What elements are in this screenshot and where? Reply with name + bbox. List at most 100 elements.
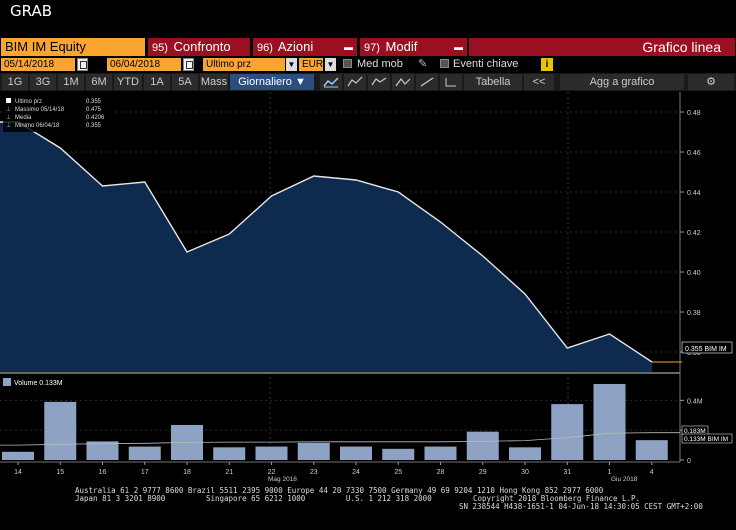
tab-number: 97): [364, 42, 380, 54]
footer-contacts-2: Japan 81 3 3201 8900 Singapore 65 6212 1…: [75, 494, 432, 503]
chevron-down-icon[interactable]: ▼: [325, 58, 336, 71]
drawing-tool-icon[interactable]: [416, 74, 438, 90]
month-label-may: Mag 2018: [268, 476, 297, 483]
bar-chart-icon[interactable]: [368, 74, 390, 90]
month-label-june: Giu 2018: [611, 476, 638, 483]
legend-label: Ultimo prz: [15, 99, 42, 105]
med-mob-checkbox[interactable]: [343, 59, 352, 68]
dropdown-caret-icon: ▬: [344, 42, 353, 52]
start-date-field[interactable]: 05/14/2018: [1, 58, 75, 71]
volume-bar: [509, 447, 541, 460]
y-tick-label: 0.44: [687, 190, 701, 197]
price-field-select[interactable]: Ultimo prz: [203, 58, 285, 71]
volume-tag-box: [681, 433, 733, 444]
tab-modif[interactable]: 97) Modif ▬: [360, 38, 467, 56]
period-ytd[interactable]: YTD: [114, 74, 142, 90]
view-title: Grafico linea: [469, 38, 735, 56]
line-chart-icon-svg: [323, 77, 339, 88]
x-tick-label: 17: [141, 469, 149, 476]
period-1g[interactable]: 1G: [2, 74, 28, 90]
volume-bar: [424, 446, 457, 460]
calendar-icon[interactable]: [77, 58, 88, 71]
price-axis: 0.48 0.46 0.44 0.42 0.40 0.38 0.36: [679, 92, 701, 462]
tabella-button[interactable]: Tabella: [464, 74, 522, 90]
tab-confronto[interactable]: 95) Confronto: [148, 38, 250, 56]
legend-label: Massimo 05/14/18: [15, 107, 65, 113]
pencil-icon[interactable]: ✎: [418, 58, 428, 70]
x-tick-label: 15: [56, 469, 64, 476]
x-tick-label: 14: [14, 469, 22, 476]
x-tick-label: 4: [650, 469, 654, 476]
tab-number: 96): [257, 42, 273, 54]
volume-legend: Volume 0.133M: [14, 380, 63, 387]
y-tick-label: 0.46: [687, 150, 701, 157]
price-area: [0, 122, 652, 372]
legend-swatch: [6, 98, 11, 103]
period-mass[interactable]: Mass: [200, 74, 228, 90]
tab-label: Modif: [385, 39, 418, 54]
x-tick-label: 31: [563, 469, 571, 476]
price-line: [0, 121, 653, 363]
currency-select[interactable]: EUR: [299, 58, 323, 71]
x-tick-label: 1: [608, 469, 612, 476]
tab-number: 95): [152, 42, 168, 54]
legend-label: Minimo 06/04/18: [15, 123, 60, 129]
add-chart-button[interactable]: Agg a grafico: [560, 74, 684, 90]
y-tick-label: 0.42: [687, 230, 701, 237]
dropdown-caret-icon: ▬: [454, 42, 463, 52]
ticker-field[interactable]: BIM IM Equity: [1, 38, 145, 56]
x-tick-label: 28: [437, 469, 445, 476]
volume-bar: [255, 446, 288, 460]
x-axis: 14 15 16 17 18 21 22 23 24 25 28 29 30 31 1 4: [0, 461, 680, 476]
volume-bar: [593, 383, 626, 460]
med-mob-label: Med mob: [357, 58, 403, 70]
candle-chart-icon[interactable]: [392, 74, 414, 90]
frequency-select[interactable]: Giornaliero ▼: [230, 74, 314, 90]
tab-azioni[interactable]: 96) Azioni ▬: [253, 38, 357, 56]
footer-copyright: Copyright 2018 Bloomberg Finance L.P.: [473, 494, 641, 503]
legend: Ultimo prz 0.355 ⊥ Massimo 05/14/18 0.475 ⊥ Me…: [6, 98, 105, 129]
y-tick-label: 0.38: [687, 310, 701, 317]
eventi-checkbox[interactable]: [440, 59, 449, 68]
volume-bar: [466, 431, 499, 460]
tab-label: Confronto: [173, 39, 231, 54]
info-icon[interactable]: i: [541, 58, 553, 71]
period-5a[interactable]: 5A: [172, 74, 198, 90]
tab-label: Azioni: [277, 39, 314, 54]
price-tag: 0.355 BIM IM: [685, 346, 727, 353]
period-1m[interactable]: 1M: [58, 74, 84, 90]
window-title: GRAB: [10, 2, 52, 20]
volume-bar: [128, 446, 161, 460]
calendar-icon[interactable]: [183, 58, 194, 71]
y-tick-label: 0.36: [687, 350, 701, 357]
volume-bar: [382, 448, 415, 460]
chevron-down-icon[interactable]: ▼: [286, 58, 297, 71]
volume-bar: [213, 447, 246, 460]
legend-label: Media: [15, 115, 32, 121]
x-tick-label: 18: [183, 469, 191, 476]
volume-bar: [297, 442, 330, 460]
annotation-icon[interactable]: [440, 74, 462, 90]
period-6m[interactable]: 6M: [86, 74, 112, 90]
x-tick-label: 23: [310, 469, 318, 476]
collapse-button[interactable]: <<: [524, 74, 554, 90]
price-volume-chart[interactable]: 0.48 0.46 0.44 0.42 0.40 0.38 0.36 0.355 BIM I…: [0, 92, 736, 484]
volume-bar: [44, 401, 77, 460]
gear-icon[interactable]: ⚙: [688, 74, 734, 90]
period-1a[interactable]: 1A: [144, 74, 170, 90]
volume-bars: [2, 383, 668, 460]
x-tick-label: 24: [352, 469, 360, 476]
y-tick-label: 0.48: [687, 110, 701, 117]
x-tick-label: 21: [225, 469, 233, 476]
footer-session: SN 238544 H438-1651-1 04-Jun-18 14:30:05…: [459, 502, 703, 511]
volume-bar: [635, 440, 668, 460]
y-tick-label: 0: [687, 458, 691, 465]
volume-legend-swatch: [3, 378, 11, 386]
volume-moving-average: [0, 432, 680, 446]
x-tick-label: 29: [479, 469, 487, 476]
line-chart-icon[interactable]: [320, 74, 342, 90]
area-chart-icon[interactable]: [344, 74, 366, 90]
end-date-field[interactable]: 06/04/2018: [107, 58, 181, 71]
y-tick-label: 0.40: [687, 270, 701, 277]
period-3g[interactable]: 3G: [30, 74, 56, 90]
